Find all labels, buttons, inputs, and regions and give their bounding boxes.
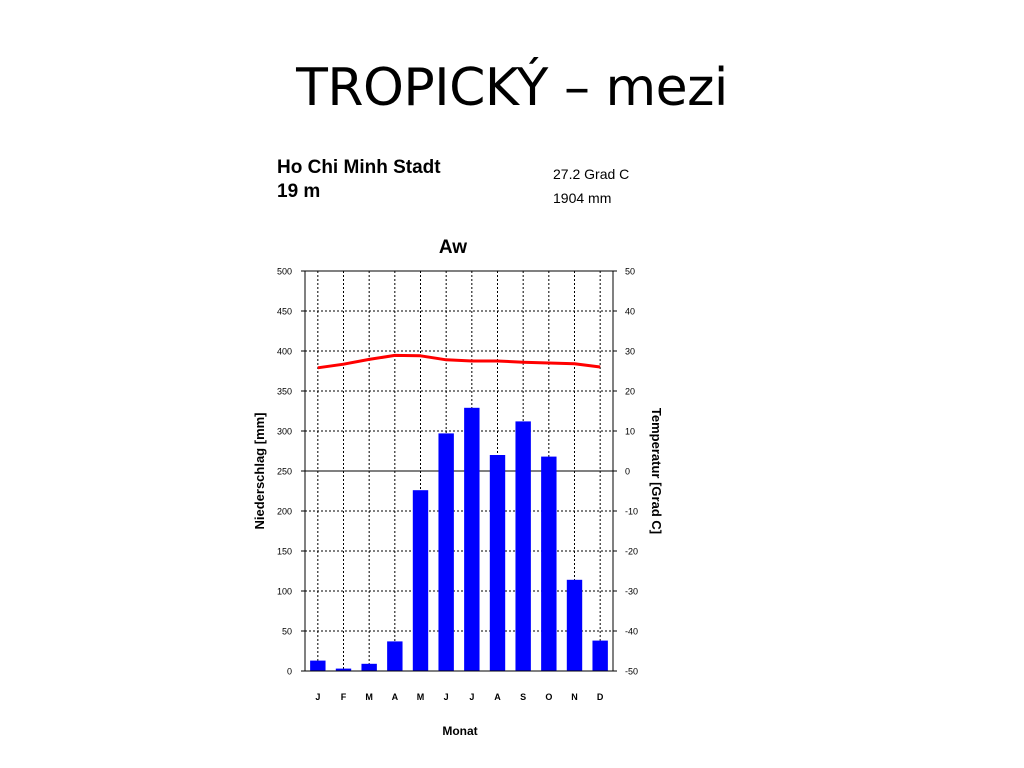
x-tick-label: A [494, 692, 501, 702]
x-tick-label: M [365, 692, 373, 702]
y-tick-label: 0 [287, 667, 292, 677]
y2-tick-label: 40 [625, 307, 635, 317]
x-tick-label: J [315, 692, 320, 702]
annual-precipitation: 1904 mm [553, 190, 612, 206]
y-tick-label: 350 [277, 387, 292, 397]
x-tick-label: F [341, 692, 347, 702]
y-tick-label: 500 [277, 267, 292, 277]
y-tick-label: 150 [277, 547, 292, 557]
y2-tick-label: -10 [625, 507, 638, 517]
x-tick-label: N [571, 692, 578, 702]
climate-summary: 27.2 Grad C 1904 mm [553, 162, 629, 210]
slide-title: TROPICKÝ – mezi [296, 58, 728, 118]
station-name: Ho Chi Minh Stadt [277, 157, 441, 178]
x-axis-label: Monat [442, 724, 477, 738]
station-info: Ho Chi Minh Stadt 19 m [277, 156, 441, 204]
bars-layer [310, 407, 608, 671]
precipitation-bar [489, 455, 506, 671]
precipitation-bar [541, 456, 557, 671]
x-tick-label: O [545, 692, 552, 702]
y-tick-label: 200 [277, 507, 292, 517]
x-tick-label: M [417, 692, 425, 702]
precipitation-bar [438, 433, 454, 671]
x-tick-label: A [392, 692, 399, 702]
y2-tick-label: 20 [625, 387, 635, 397]
y-tick-label: 300 [277, 427, 292, 437]
y-axis-label: Niederschlag [mm] [252, 412, 267, 529]
precipitation-bar [566, 579, 583, 671]
x-tick-label: D [597, 692, 604, 702]
y-tick-label: 400 [277, 347, 292, 357]
y2-tick-label: -20 [625, 547, 638, 557]
precipitation-bar [592, 640, 608, 671]
precipitation-bar [464, 407, 480, 671]
x-tick-label: J [469, 692, 474, 702]
precipitation-bar [310, 660, 326, 671]
y2-tick-label: -30 [625, 587, 638, 597]
y-tick-label: 250 [277, 467, 292, 477]
y2-tick-label: 50 [625, 267, 635, 277]
temperature-line-layer [317, 353, 601, 370]
station-elevation: 19 m [277, 181, 321, 202]
precipitation-bar [335, 668, 352, 671]
temperature-line [317, 353, 601, 370]
y2-tick-label: 0 [625, 467, 630, 477]
annual-temperature: 27.2 Grad C [553, 166, 630, 182]
y2-tick-label: 10 [625, 427, 635, 437]
y-tick-label: 100 [277, 587, 292, 597]
precipitation-bar [412, 490, 429, 671]
y2-tick-label: -40 [625, 627, 638, 637]
y2-tick-label: -50 [625, 667, 638, 677]
x-tick-label: S [520, 692, 526, 702]
y-tick-label: 50 [282, 627, 292, 637]
axes-layer: 050100150200250300350400450500-50-40-30-… [277, 267, 638, 703]
precipitation-bar [515, 421, 531, 671]
precipitation-bar [387, 641, 403, 671]
x-tick-label: J [444, 692, 449, 702]
precipitation-bar [361, 663, 377, 671]
y-tick-label: 450 [277, 307, 292, 317]
y2-tick-label: 30 [625, 347, 635, 357]
y2-axis-label: Temperatur [Grad C] [649, 408, 664, 534]
chart-title: Aw [439, 237, 467, 258]
